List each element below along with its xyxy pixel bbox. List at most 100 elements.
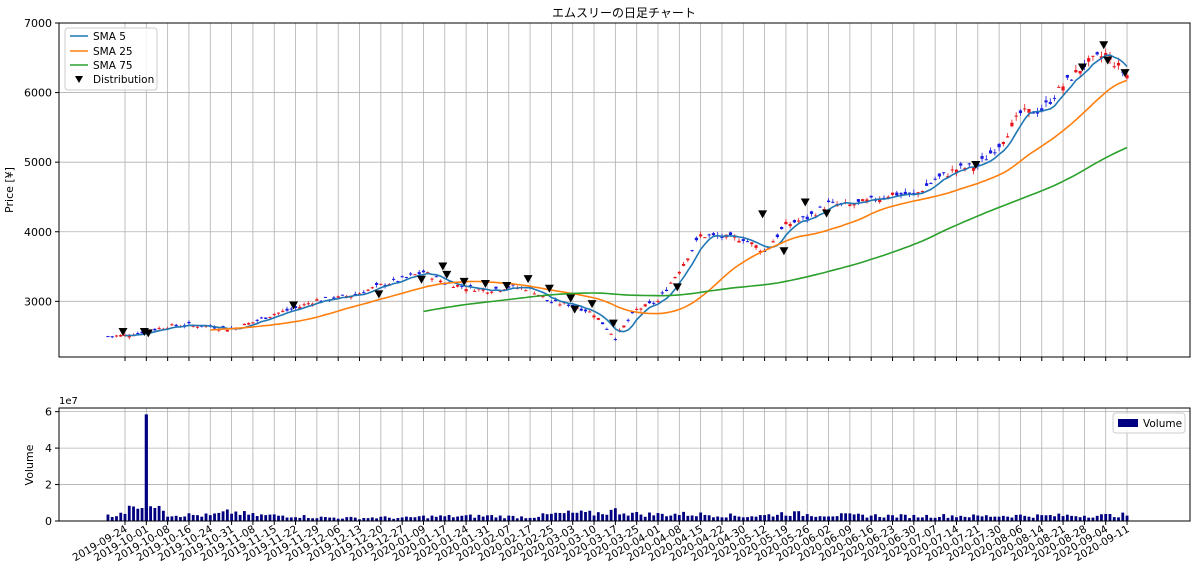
candle-body bbox=[1070, 79, 1074, 81]
volume-bar bbox=[494, 517, 498, 521]
candle-body bbox=[775, 234, 779, 238]
candle-body bbox=[1027, 109, 1031, 113]
volume-bar bbox=[788, 516, 792, 521]
candle-body bbox=[1116, 62, 1121, 66]
volume-y-ticks: 0 2 4 6 bbox=[45, 406, 59, 528]
volume-bar bbox=[665, 516, 668, 521]
sma5-line bbox=[124, 54, 1128, 337]
volume-bar bbox=[426, 518, 430, 521]
volume-bar bbox=[353, 517, 357, 521]
volume-bar bbox=[1036, 514, 1039, 521]
candle-body bbox=[664, 289, 669, 292]
candle-body bbox=[285, 308, 289, 311]
volume-bar bbox=[417, 516, 421, 521]
candle-body bbox=[639, 308, 643, 310]
volume-bar bbox=[400, 517, 404, 521]
candle-body bbox=[464, 289, 468, 292]
candle-body bbox=[865, 199, 869, 203]
volume-bar bbox=[315, 518, 319, 521]
distribution-marker bbox=[416, 275, 426, 284]
volume-bar bbox=[1083, 515, 1086, 521]
volume-bar bbox=[217, 512, 221, 521]
volume-bar bbox=[1087, 517, 1091, 521]
volume-bar bbox=[524, 518, 528, 521]
distribution-marker bbox=[1099, 41, 1109, 50]
volume-bar bbox=[230, 513, 233, 521]
distribution-marker bbox=[442, 270, 452, 279]
candle-body bbox=[106, 336, 110, 338]
candle-body bbox=[686, 258, 690, 261]
volume-bar bbox=[375, 518, 378, 521]
price-y-tick-label: 7000 bbox=[24, 17, 52, 30]
volume-bar bbox=[601, 514, 604, 521]
candle-body bbox=[421, 270, 426, 273]
volume-bar bbox=[166, 516, 170, 521]
candle-body bbox=[1078, 70, 1082, 74]
distribution-marker bbox=[118, 327, 128, 336]
candle-body bbox=[370, 287, 374, 289]
volume-bar bbox=[929, 517, 933, 521]
volume-bar bbox=[123, 513, 127, 521]
candle-body bbox=[554, 299, 558, 302]
volume-bar bbox=[857, 513, 860, 521]
volume-bar bbox=[746, 517, 749, 521]
volume-bar bbox=[737, 516, 741, 521]
volume-series-layer bbox=[106, 414, 1129, 521]
candle-body bbox=[545, 299, 549, 301]
volume-bar bbox=[967, 517, 971, 521]
volume-bar bbox=[869, 515, 873, 521]
volume-bar bbox=[498, 515, 502, 521]
volume-bar bbox=[434, 516, 438, 521]
candle-body bbox=[690, 250, 694, 252]
volume-bar bbox=[1027, 516, 1031, 521]
volume-bar bbox=[1053, 516, 1056, 521]
candle-body bbox=[814, 215, 818, 217]
volume-bar bbox=[149, 506, 152, 521]
candle-body bbox=[797, 220, 801, 222]
volume-bar bbox=[430, 515, 434, 521]
candle-body bbox=[315, 299, 319, 301]
volume-bar bbox=[366, 518, 370, 521]
distribution-marker bbox=[459, 277, 469, 286]
volume-bar bbox=[234, 511, 238, 521]
volume-bar bbox=[550, 513, 553, 521]
volume-bar bbox=[153, 507, 157, 521]
candle-body bbox=[455, 284, 460, 287]
volume-bar bbox=[140, 508, 144, 521]
volume-bar bbox=[392, 518, 396, 521]
candle-body bbox=[511, 284, 515, 286]
candle-body bbox=[1087, 58, 1091, 62]
volume-bar bbox=[213, 513, 216, 521]
volume-bar bbox=[571, 512, 575, 521]
price-legend-box bbox=[64, 27, 158, 91]
candle-body bbox=[136, 333, 140, 335]
distribution-marker bbox=[608, 319, 618, 328]
volume-bar bbox=[660, 513, 664, 521]
volume-bar bbox=[136, 508, 140, 521]
volume-bar bbox=[191, 514, 195, 521]
volume-bar bbox=[1040, 515, 1044, 521]
volume-bar bbox=[622, 513, 626, 521]
volume-bar bbox=[959, 515, 963, 521]
volume-bar bbox=[204, 513, 208, 521]
volume-bar bbox=[1104, 513, 1108, 521]
candle-body bbox=[809, 211, 814, 214]
volume-bar bbox=[1023, 515, 1027, 521]
candle-body bbox=[272, 314, 276, 316]
candle-body bbox=[754, 245, 758, 248]
candle-body bbox=[703, 237, 707, 239]
volume-bar bbox=[341, 518, 344, 521]
volume-bar bbox=[541, 513, 545, 521]
volume-bar bbox=[729, 513, 732, 521]
volume-y-tick-label: 4 bbox=[45, 442, 52, 455]
volume-bar bbox=[933, 517, 937, 521]
volume-bar bbox=[579, 510, 583, 521]
price-y-tick-label: 4000 bbox=[24, 226, 52, 239]
candle-body bbox=[1023, 108, 1027, 110]
volume-bar bbox=[575, 512, 579, 521]
candle-body bbox=[558, 304, 562, 306]
volume-bar bbox=[119, 512, 123, 521]
candle-body bbox=[592, 315, 596, 318]
distribution-marker bbox=[480, 279, 490, 288]
